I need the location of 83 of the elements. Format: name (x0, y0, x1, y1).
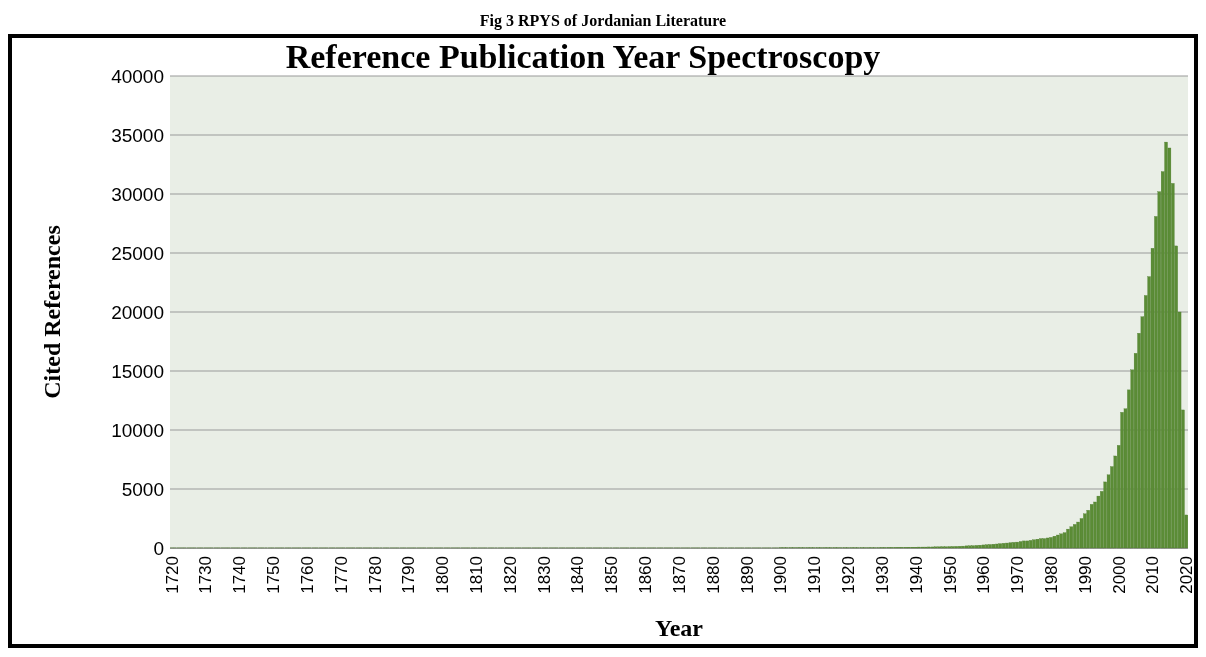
x-tick-label: 2000 (1109, 556, 1129, 594)
bar (1029, 540, 1033, 549)
bar (975, 545, 979, 549)
x-tick-label: 1760 (297, 556, 317, 594)
bar (964, 545, 969, 549)
bar (988, 544, 992, 549)
bar (1018, 541, 1023, 549)
x-axis-title: Year (655, 615, 704, 641)
y-tick-label: 15000 (111, 360, 164, 382)
bar (1008, 542, 1013, 549)
bar (1062, 532, 1067, 549)
bar (1073, 524, 1077, 549)
bar (1096, 495, 1101, 549)
x-tick-label: 2010 (1143, 556, 1163, 594)
bar (1076, 521, 1080, 549)
bar (1002, 543, 1006, 549)
x-tick-label: 1860 (636, 556, 656, 594)
y-tick-label: 35000 (111, 124, 164, 146)
bar (998, 543, 1002, 549)
bar (1015, 541, 1019, 549)
y-axis-title: Cited References (39, 225, 65, 399)
y-tick-label: 20000 (111, 301, 164, 323)
bar (968, 545, 972, 549)
bar (981, 544, 986, 549)
bar (1025, 540, 1030, 549)
x-tick-label: 1880 (703, 556, 723, 594)
x-tick-label: 1990 (1075, 556, 1095, 594)
x-tick-label: 1850 (602, 556, 622, 594)
y-tick-label: 0 (153, 537, 164, 559)
x-tick-label: 1780 (365, 556, 385, 594)
caption: Fig 3 RPYS of Jordanian Literature (479, 12, 727, 30)
bar (1012, 542, 1016, 549)
bar (985, 544, 989, 549)
x-tick-label: 1790 (399, 556, 419, 594)
chart-title: Reference Publication Year Spectroscopy (285, 38, 881, 75)
bar (1039, 538, 1043, 549)
x-tick-label: 1960 (974, 556, 994, 594)
x-tick-label: 1800 (433, 556, 453, 594)
x-tick-label: 1720 (162, 556, 182, 594)
bar (971, 545, 975, 549)
bar (978, 545, 982, 549)
x-tick-label: 1900 (771, 556, 791, 594)
bar (991, 544, 996, 549)
bar (1164, 141, 1168, 549)
y-tick-label: 25000 (111, 242, 164, 264)
x-tick-label: 1910 (805, 556, 825, 594)
bar (1052, 536, 1057, 549)
x-tick-label: 1950 (940, 556, 960, 594)
x-tick-label: 1740 (230, 556, 250, 594)
bar (1059, 533, 1063, 549)
bar (1090, 504, 1094, 549)
x-tick-label: 1970 (1008, 556, 1028, 594)
bar (1120, 412, 1124, 549)
x-tick-label: 1940 (906, 556, 926, 594)
bar (1056, 534, 1060, 549)
x-tick-label: 1840 (568, 556, 588, 594)
x-tick-label: 1820 (500, 556, 520, 594)
bar (1049, 537, 1053, 549)
bar (1032, 539, 1036, 549)
x-tick-label: 2020 (1177, 556, 1197, 594)
y-tick-label: 5000 (121, 478, 164, 500)
bar (1069, 526, 1073, 549)
x-tick-label: 1770 (331, 556, 351, 594)
y-tick-label: 30000 (111, 183, 164, 205)
bar (1083, 513, 1087, 549)
y-tick-label: 10000 (111, 419, 164, 441)
x-tick-label: 1920 (839, 556, 859, 594)
x-tick-label: 1810 (467, 556, 487, 594)
y-tick-label: 40000 (111, 65, 164, 87)
x-tick-label: 1890 (737, 556, 757, 594)
x-tick-label: 1750 (264, 556, 284, 594)
x-tick-label: 1930 (872, 556, 892, 594)
bar (1066, 528, 1070, 549)
x-tick-label: 1870 (669, 556, 689, 594)
x-tick-label: 1730 (196, 556, 216, 594)
bar (1022, 540, 1026, 549)
bar (1035, 539, 1040, 549)
bar (1042, 538, 1046, 549)
x-tick-label: 1830 (534, 556, 554, 594)
x-tick-label: 1980 (1042, 556, 1061, 594)
bar (1046, 537, 1050, 549)
bar (995, 543, 999, 549)
bar (1005, 542, 1009, 549)
